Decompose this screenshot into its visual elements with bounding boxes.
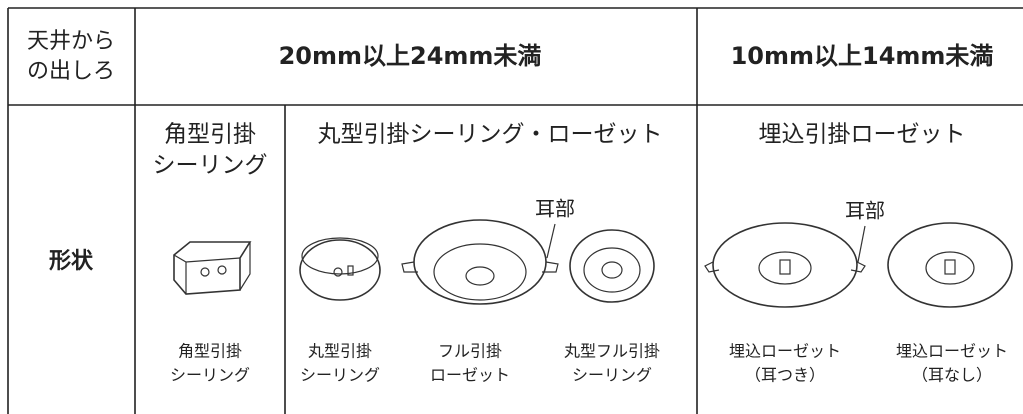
caption: ローゼット [430,366,510,385]
flush-rosette-earless-illustration [887,222,1013,308]
group-title: 角型引掛 [164,122,256,148]
round-ceiling-illustration [299,237,381,301]
caption: シーリング [300,366,380,385]
caption: 埋込ローゼット [729,342,841,361]
caption: （耳なし） [912,366,992,385]
caption: 丸型フル引掛 [564,342,660,361]
table-frame [7,7,1023,414]
column-header: 20mm以上24mm未満 [279,42,542,70]
ear-label: 耳部 [845,199,885,223]
leader-line [857,225,866,263]
leader-line [546,223,556,259]
column-header: 10mm以上14mm未満 [731,42,994,70]
full-rosette-illustration [401,219,559,305]
caption: 丸型引掛 [308,342,372,361]
caption: 埋込ローゼット [896,342,1008,361]
group-title: 埋込引掛ローゼット [759,122,966,148]
row-label: 形状 [49,249,94,274]
caption: （耳つき） [745,366,825,385]
ear-label: 耳部 [535,197,575,221]
group-title: 丸型引掛シーリング・ローゼット [318,122,663,148]
round-full-ceiling-illustration [569,229,655,303]
caption: シーリング [572,366,652,385]
square-ceiling-illustration [173,241,252,295]
caption: フル引掛 [438,342,502,361]
caption: 角型引掛 [178,342,242,361]
caption: シーリング [170,366,250,385]
flush-rosette-eared-illustration [704,222,866,308]
header-label: の出しろ [27,59,115,84]
group-title: シーリング [153,153,268,179]
header-label: 天井から [27,29,115,54]
